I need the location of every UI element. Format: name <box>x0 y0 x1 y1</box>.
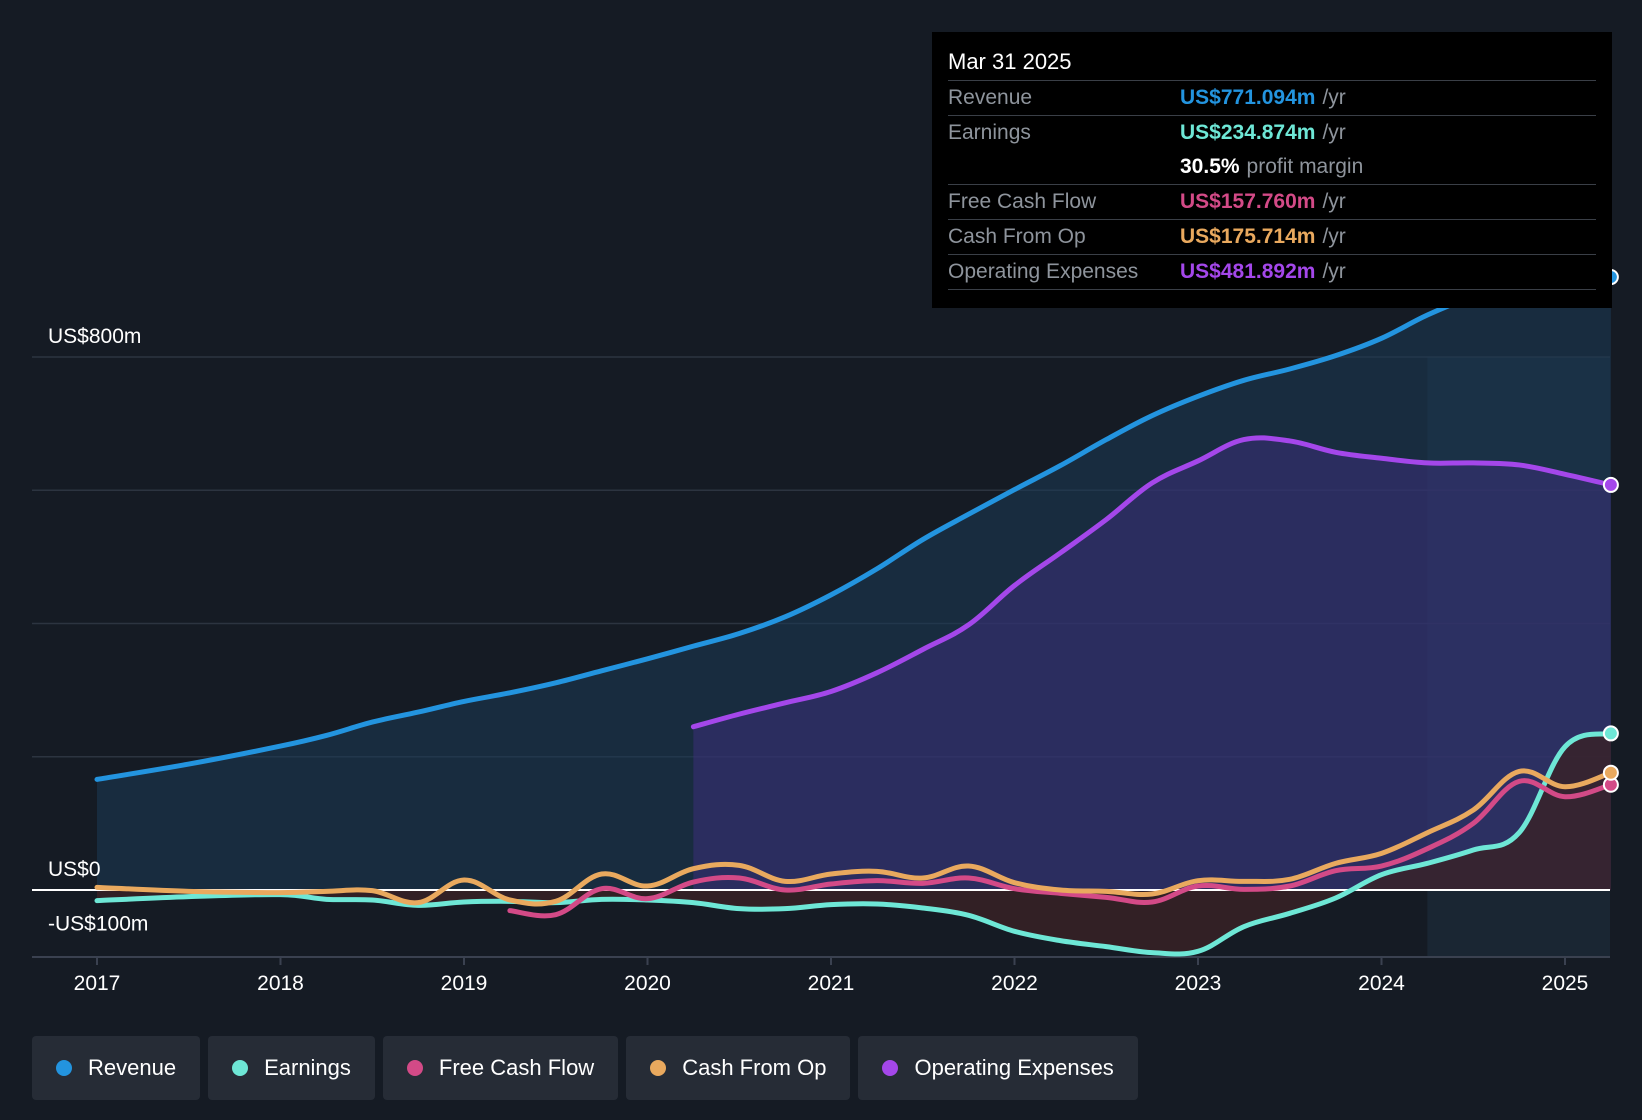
tooltip-label: Free Cash Flow <box>948 190 1097 213</box>
legend-label: Cash From Op <box>682 1055 827 1080</box>
revenue-line <box>94 274 1614 782</box>
x-tick-label: 2017 <box>74 972 121 995</box>
legend-item-cash-from-op[interactable]: Cash From Op <box>626 1036 851 1100</box>
tooltip-unit: profit margin <box>1246 155 1364 178</box>
x-tick-label: 2021 <box>808 972 855 995</box>
legend-item-earnings[interactable]: Earnings <box>208 1036 375 1100</box>
cash-from-op-end-marker <box>1602 764 1619 781</box>
series-end-markers <box>1602 269 1619 793</box>
tooltip-row-profit-margin: 30.5% profit margin <box>948 150 1596 185</box>
tooltip-row-earnings: Earnings US$234.874m /yr <box>948 116 1596 150</box>
tooltip-value: US$157.760m <box>1180 190 1316 213</box>
x-tick-label: 2023 <box>1175 972 1222 995</box>
tooltip-row-revenue: Revenue US$771.094m /yr <box>948 81 1596 116</box>
x-tick-label: 2022 <box>991 972 1038 995</box>
tooltip-label: Earnings <box>948 121 1031 144</box>
tooltip-value: US$234.874m <box>1180 121 1316 144</box>
tooltip-unit: /yr <box>1322 225 1346 248</box>
tooltip-date: Mar 31 2025 <box>948 46 1596 81</box>
earnings-end-marker <box>1602 725 1619 742</box>
operating-expenses-end-marker <box>1602 476 1619 493</box>
free-cash-flow-line <box>507 778 1614 919</box>
y-axis-labels: US$800m US$0 -US$100m <box>48 325 148 936</box>
series-lines <box>94 274 1614 957</box>
tooltip-label <box>948 150 1180 184</box>
x-tick-label: 2018 <box>257 972 304 995</box>
earnings-line <box>94 730 1614 957</box>
tooltip-unit: /yr <box>1322 260 1346 283</box>
tooltip-value: US$175.714m <box>1180 225 1316 248</box>
x-axis-ticks: 2017 2018 2019 2020 2021 2022 2023 2024 2025 <box>74 957 1589 995</box>
legend-label: Free Cash Flow <box>438 1055 595 1080</box>
legend-dot-icon <box>650 1060 667 1076</box>
tooltip-row-free-cash-flow: Free Cash Flow US$157.760m /yr <box>948 185 1596 220</box>
legend-item-revenue[interactable]: Revenue <box>32 1036 201 1100</box>
legend-item-operating-expenses[interactable]: Operating Expenses <box>858 1036 1138 1100</box>
legend-label: Revenue <box>88 1055 177 1080</box>
tooltip-unit: /yr <box>1322 190 1346 213</box>
tooltip-panel: Mar 31 2025 Revenue US$771.094m /yr Earn… <box>932 32 1612 308</box>
tooltip-unit: /yr <box>1322 121 1346 144</box>
legend-label: Earnings <box>264 1055 351 1080</box>
tooltip-label: Revenue <box>948 86 1033 109</box>
tooltip-label: Cash From Op <box>948 225 1086 248</box>
x-tick-label: 2024 <box>1358 972 1405 995</box>
earnings-area <box>97 733 1611 955</box>
legend-item-free-cash-flow[interactable]: Free Cash Flow <box>382 1036 619 1100</box>
tooltip-row-operating-expenses: Operating Expenses US$481.892m /yr <box>948 255 1596 290</box>
legend-label: Operating Expenses <box>914 1055 1114 1080</box>
cash-from-op-line <box>94 768 1614 907</box>
tooltip-value: US$771.094m <box>1180 86 1316 109</box>
y-axis-label: -US$100m <box>48 913 148 936</box>
y-axis-label: US$0 <box>48 858 101 881</box>
x-tick-label: 2019 <box>441 972 488 995</box>
y-axis-label: US$800m <box>48 325 141 348</box>
legend-dot-icon <box>56 1060 72 1076</box>
tooltip-value: US$481.892m <box>1180 260 1316 283</box>
operating-expenses-line <box>690 435 1614 730</box>
x-tick-label: 2025 <box>1542 972 1589 995</box>
tooltip-label: Operating Expenses <box>948 260 1139 283</box>
legend-dot-icon <box>232 1060 249 1076</box>
legend-dot-icon <box>406 1060 423 1076</box>
legend: Revenue Earnings Free Cash Flow Cash Fro… <box>32 1036 1146 1100</box>
tooltip-value: 30.5% <box>1180 155 1240 178</box>
tooltip-unit: /yr <box>1322 86 1346 109</box>
operating-expenses-area <box>693 437 1611 890</box>
x-tick-label: 2020 <box>624 972 671 995</box>
tooltip-row-cash-from-op: Cash From Op US$175.714m /yr <box>948 220 1596 255</box>
legend-dot-icon <box>882 1060 899 1076</box>
